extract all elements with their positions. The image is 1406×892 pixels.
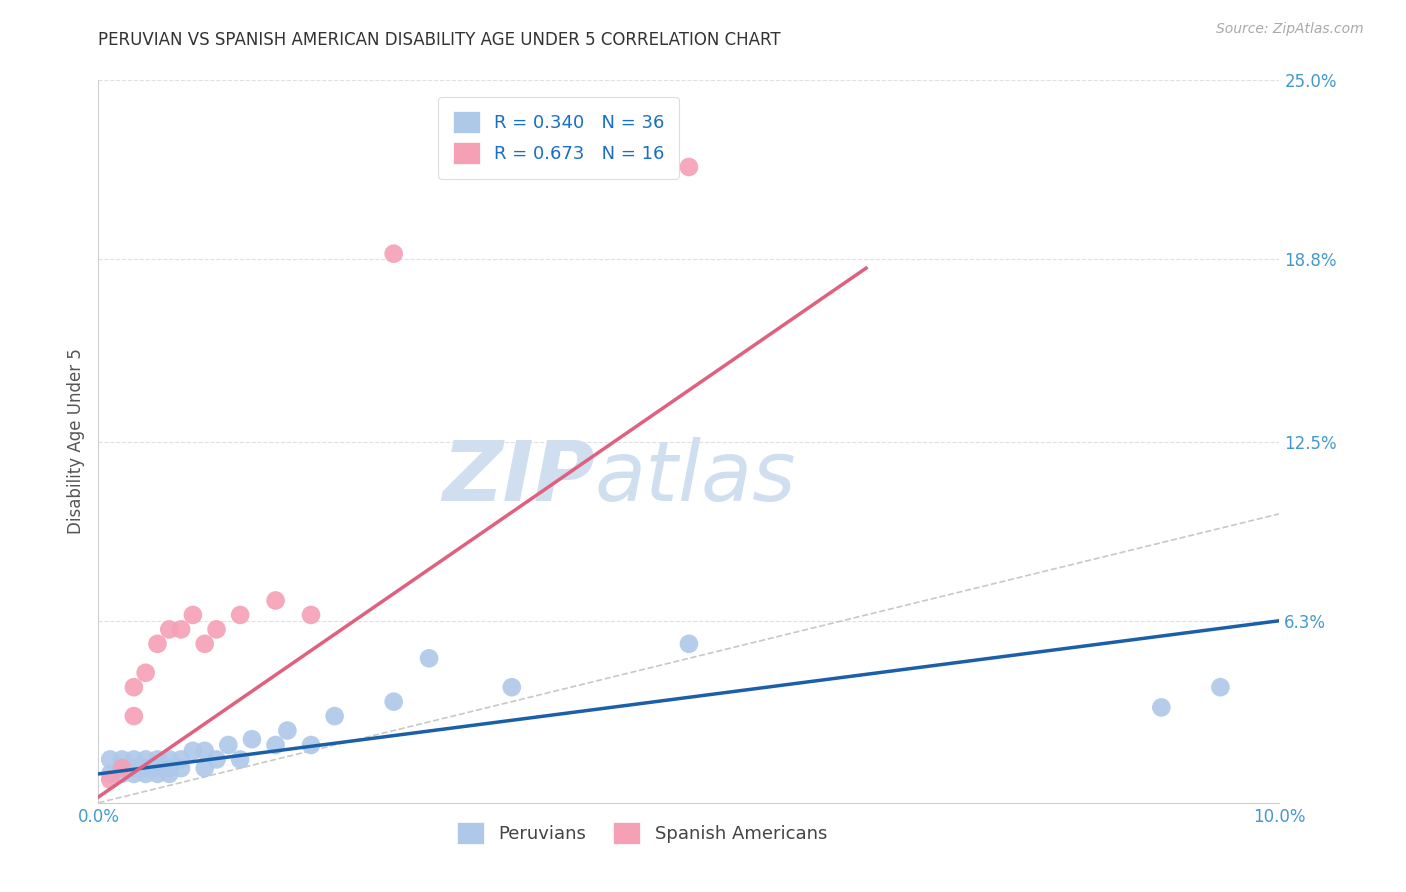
Legend: Peruvians, Spanish Americans: Peruvians, Spanish Americans bbox=[441, 808, 841, 859]
Point bbox=[98, 752, 121, 766]
Point bbox=[678, 160, 700, 174]
Point bbox=[135, 761, 157, 775]
Text: PERUVIAN VS SPANISH AMERICAN DISABILITY AGE UNDER 5 CORRELATION CHART: PERUVIAN VS SPANISH AMERICAN DISABILITY … bbox=[98, 31, 782, 49]
Point bbox=[229, 607, 252, 622]
Point bbox=[1150, 700, 1173, 714]
Point bbox=[157, 761, 180, 775]
Point bbox=[194, 637, 217, 651]
Point bbox=[111, 767, 134, 781]
Point bbox=[122, 761, 145, 775]
Point bbox=[418, 651, 440, 665]
Point bbox=[181, 607, 204, 622]
Point bbox=[157, 752, 180, 766]
Point bbox=[170, 761, 193, 775]
Point bbox=[205, 623, 228, 637]
Text: atlas: atlas bbox=[595, 437, 796, 518]
Point bbox=[98, 767, 121, 781]
Point bbox=[122, 709, 145, 723]
Point bbox=[157, 623, 180, 637]
Point bbox=[217, 738, 239, 752]
Text: Source: ZipAtlas.com: Source: ZipAtlas.com bbox=[1216, 22, 1364, 37]
Point bbox=[122, 767, 145, 781]
Point bbox=[111, 752, 134, 766]
Point bbox=[1209, 680, 1232, 694]
Point bbox=[135, 767, 157, 781]
Point bbox=[382, 246, 405, 260]
Point bbox=[170, 752, 193, 766]
Point bbox=[135, 752, 157, 766]
Point bbox=[157, 767, 180, 781]
Point bbox=[501, 680, 523, 694]
Point bbox=[170, 623, 193, 637]
Y-axis label: Disability Age Under 5: Disability Age Under 5 bbox=[66, 349, 84, 534]
Point bbox=[264, 738, 287, 752]
Point bbox=[299, 607, 322, 622]
Point bbox=[181, 744, 204, 758]
Point bbox=[146, 637, 169, 651]
Point bbox=[194, 744, 217, 758]
Point bbox=[240, 732, 263, 747]
Point bbox=[111, 761, 134, 775]
Point bbox=[299, 738, 322, 752]
Point bbox=[146, 761, 169, 775]
Point bbox=[276, 723, 298, 738]
Point bbox=[146, 767, 169, 781]
Point bbox=[122, 680, 145, 694]
Point bbox=[205, 752, 228, 766]
Text: ZIP: ZIP bbox=[441, 437, 595, 518]
Point bbox=[146, 752, 169, 766]
Point bbox=[264, 593, 287, 607]
Point bbox=[323, 709, 346, 723]
Point bbox=[382, 695, 405, 709]
Point bbox=[678, 637, 700, 651]
Point bbox=[122, 752, 145, 766]
Point bbox=[194, 761, 217, 775]
Point bbox=[98, 772, 121, 787]
Point bbox=[135, 665, 157, 680]
Point bbox=[229, 752, 252, 766]
Point bbox=[111, 761, 134, 775]
